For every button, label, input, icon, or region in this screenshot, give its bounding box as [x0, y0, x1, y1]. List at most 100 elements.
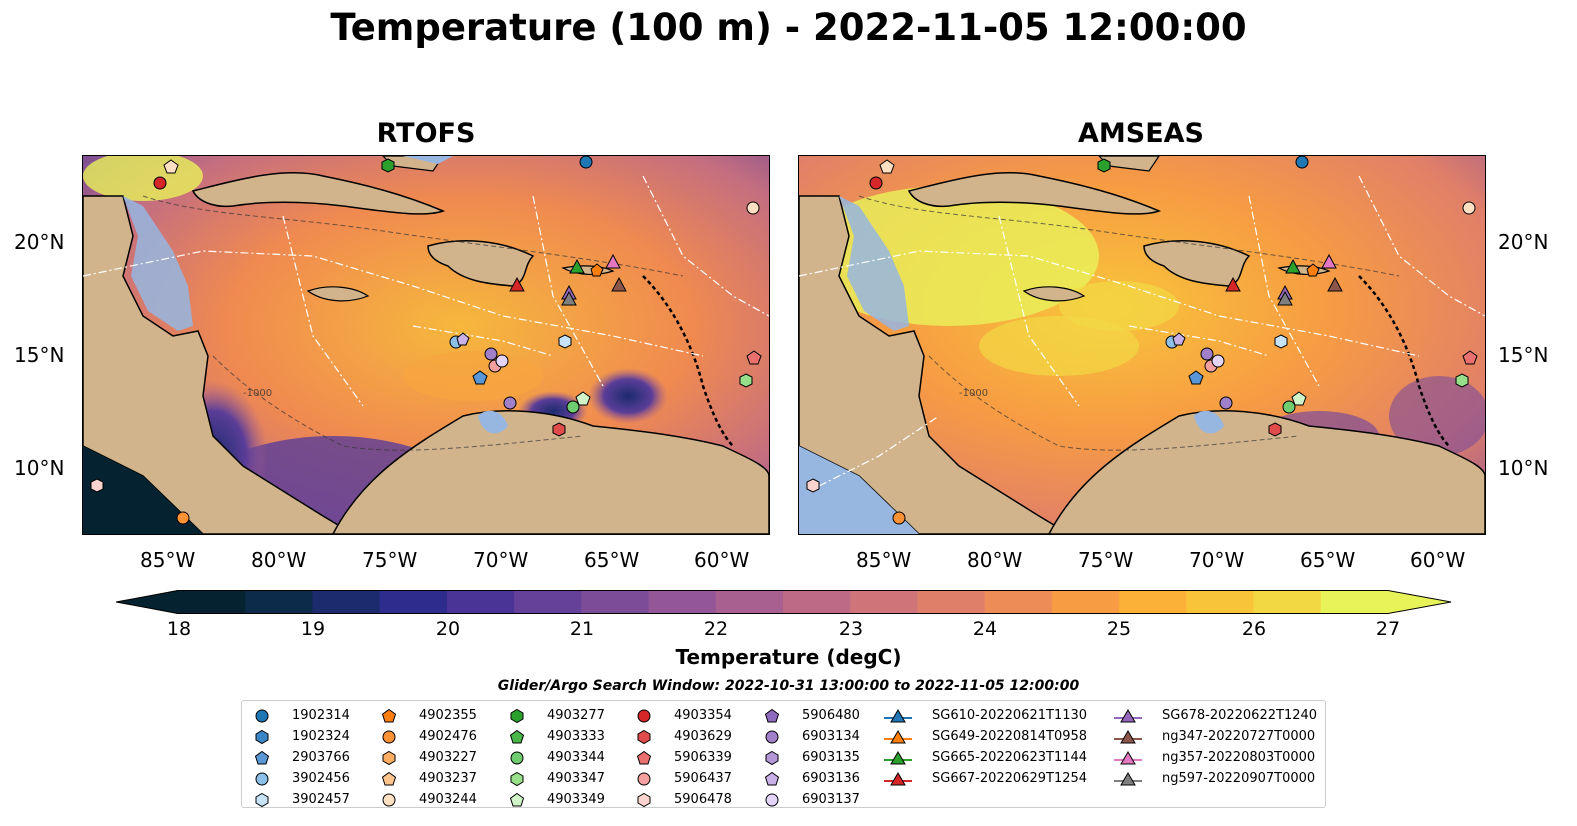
lon-label-80w-left: 80°W: [251, 548, 307, 572]
pentagon-marker-icon: [379, 770, 409, 788]
legend-item: 5906480: [762, 705, 860, 726]
legend-item: SG610-20220621T1130: [884, 705, 1087, 726]
circle-marker-icon: [379, 728, 409, 746]
legend-item-label: 4903237: [419, 771, 477, 786]
circle-marker-icon: [762, 791, 792, 809]
depth-contour-label: -1000: [959, 388, 988, 399]
legend-item: SG665-20220623T1144: [884, 747, 1087, 768]
legend-item-label: SG649-20220814T0958: [932, 729, 1088, 744]
legend-item-label: 3902457: [292, 792, 350, 807]
circle-marker-icon: [379, 791, 409, 809]
lon-label-65w-left: 65°W: [584, 548, 640, 572]
search-window-text: Glider/Argo Search Window: 2022-10-31 13…: [497, 678, 1080, 694]
colorbar-segment: [984, 590, 1053, 614]
pentagon-marker-icon: [762, 770, 792, 788]
hexagon-marker-icon: [252, 728, 282, 746]
legend-item: SG667-20220629T1254: [884, 768, 1087, 789]
colorbar-segment: [581, 590, 650, 614]
rtofs-markers: [90, 156, 762, 525]
south-america-landmass: [332, 410, 769, 534]
colorbar-segment: [783, 590, 851, 614]
legend-item-label: 5906437: [674, 771, 732, 786]
legend-item-label: SG667-20220629T1254: [932, 771, 1088, 786]
colorbar-segment: [446, 590, 515, 614]
legend-item: 3902457: [252, 789, 350, 810]
hexagon-marker-icon: [634, 791, 664, 809]
jamaica-landmass: [306, 286, 370, 302]
lat-label-10n-right: 10°N: [1498, 456, 1549, 480]
colorbar-tick-18: 18: [166, 618, 192, 640]
circle-marker-icon: [252, 770, 282, 788]
circle-marker-icon: [507, 749, 537, 767]
central-america-landmass: [799, 195, 1071, 534]
lon-label-85w-left: 85°W: [140, 548, 196, 572]
colorbar-tick-23: 23: [838, 618, 864, 640]
legend-item-label: ng357-20220803T0000: [1162, 750, 1316, 765]
legend-item-label: 3902456: [292, 771, 350, 786]
legend-item-label: 4903333: [547, 729, 605, 744]
hexagon-marker-icon: [379, 749, 409, 767]
lon-label-85w-right: 85°W: [856, 548, 912, 572]
lon-label-75w-left: 75°W: [362, 548, 418, 572]
lon-label-70w-right: 70°W: [1189, 548, 1245, 572]
legend-item: 4903237: [379, 768, 477, 789]
legend-item: 4903244: [379, 789, 477, 810]
amseas-map: -1000: [798, 155, 1486, 535]
central-america-landmass: [83, 195, 355, 534]
colorbar-segment: [850, 590, 918, 614]
rtofs-panel-title: RTOFS: [376, 118, 476, 149]
colorbar-segment: [648, 590, 717, 614]
legend-item-label: 2903766: [292, 750, 350, 765]
legend-item: 4903354: [634, 705, 732, 726]
hexagon-marker-icon: [507, 770, 537, 788]
pentagon-marker-icon: [762, 707, 792, 725]
colorbar-segment: [245, 590, 313, 614]
hexagon-marker-icon: [507, 707, 537, 725]
colorbar-segment: [1051, 590, 1120, 614]
pentagon-marker-icon: [634, 749, 664, 767]
legend-item: 4903277: [507, 705, 605, 726]
triangle-marker-icon: [1114, 728, 1152, 746]
legend-item: 5906437: [634, 768, 732, 789]
colorbar-segment: [715, 590, 784, 614]
legend-item-label: 6903134: [802, 729, 860, 744]
legend-item-label: 1902324: [292, 729, 350, 744]
lon-label-80w-right: 80°W: [967, 548, 1023, 572]
circle-marker-icon: [634, 770, 664, 788]
legend-item-label: SG610-20220621T1130: [932, 708, 1088, 723]
pentagon-marker-icon: [507, 791, 537, 809]
colorbar-segment: [1320, 590, 1389, 614]
legend-item: 4903227: [379, 747, 477, 768]
legend-column: SG678-20220622T1240 ng347-20220727T0000 ng…: [1114, 705, 1317, 789]
legend-item: SG649-20220814T0958: [884, 726, 1087, 747]
amseas-panel-title: AMSEAS: [1078, 118, 1204, 149]
triangle-marker-icon: [1114, 749, 1152, 767]
colorbar-extend-max: [1388, 590, 1452, 614]
legend-item: 5906478: [634, 789, 732, 810]
legend-item: ng347-20220727T0000: [1114, 726, 1317, 747]
legend-item: 1902324: [252, 726, 350, 747]
colorbar-segment: [917, 590, 986, 614]
legend-item: 6903135: [762, 747, 860, 768]
legend-item: 6903137: [762, 789, 860, 810]
lon-label-60w-right: 60°W: [1410, 548, 1466, 572]
legend-item-label: 4903354: [674, 708, 732, 723]
circle-marker-icon: [252, 707, 282, 725]
colorbar-tick-26: 26: [1241, 618, 1267, 640]
legend-item-label: 5906478: [674, 792, 732, 807]
legend-item: 2903766: [252, 747, 350, 768]
legend-item-label: 6903135: [802, 750, 860, 765]
colorbar-segment: [514, 590, 582, 614]
jamaica-landmass: [1022, 286, 1086, 302]
triangle-marker-icon: [1114, 707, 1152, 725]
circle-marker-icon: [762, 728, 792, 746]
colorbar-tick-19: 19: [300, 618, 326, 640]
legend-item: 6903136: [762, 768, 860, 789]
lat-label-10n-left: 10°N: [14, 456, 65, 480]
colorbar-tick-27: 27: [1375, 618, 1401, 640]
legend-item: 3902456: [252, 768, 350, 789]
colorbar-segment: [1253, 590, 1322, 614]
triangle-marker-icon: [884, 728, 922, 746]
legend-item-label: 6903136: [802, 771, 860, 786]
legend-item-label: 4903347: [547, 771, 605, 786]
